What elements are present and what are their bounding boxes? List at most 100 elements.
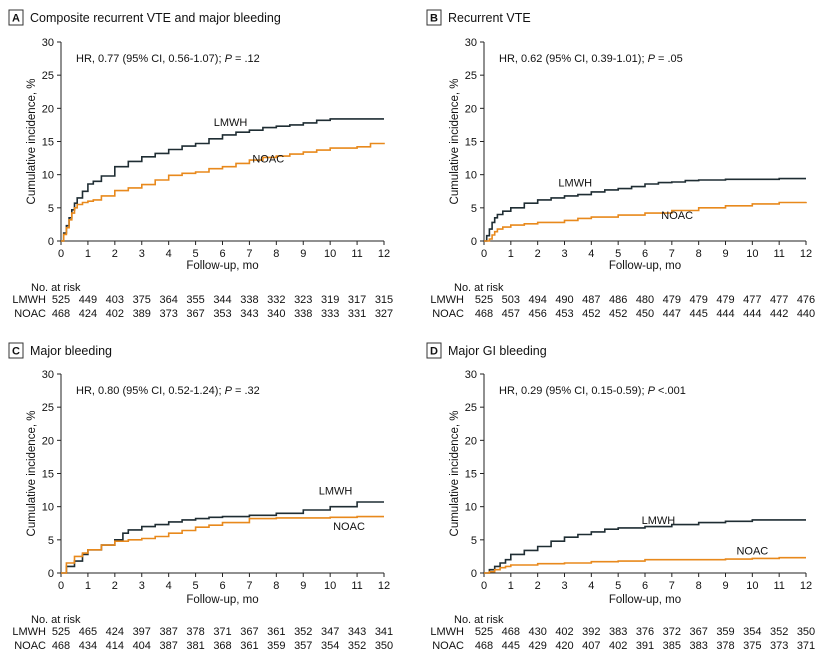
risk-value: 367 <box>689 626 707 638</box>
series-line-noac <box>484 556 806 574</box>
risk-row-label: LMWH <box>12 626 46 638</box>
hr-text: HR, 0.62 (95% CI, 0.39-1.01); <box>499 53 648 65</box>
risk-value: 391 <box>636 640 654 652</box>
risk-value: 372 <box>663 626 681 638</box>
risk-value: 319 <box>321 294 339 306</box>
series-line-noac <box>61 142 385 242</box>
panel-a: A Composite recurrent VTE and major bleed… <box>8 9 393 320</box>
risk-value: 343 <box>240 308 258 320</box>
risk-value: 452 <box>582 308 600 320</box>
p-value: = .32 <box>232 385 260 397</box>
series-line-lmwh <box>484 519 806 574</box>
panel-badge <box>426 9 442 26</box>
risk-value: 389 <box>133 308 151 320</box>
risk-value: 361 <box>267 626 285 638</box>
x-tick-label: 2 <box>535 248 541 260</box>
series-line-lmwh <box>484 177 806 242</box>
risk-value: 402 <box>555 626 573 638</box>
x-tick-label: 5 <box>615 248 621 260</box>
risk-value: 479 <box>689 294 707 306</box>
x-tick-label: 7 <box>669 248 675 260</box>
risk-value: 402 <box>106 308 124 320</box>
risk-value: 367 <box>240 626 258 638</box>
x-tick-label: 9 <box>722 580 728 592</box>
risk-value: 355 <box>186 294 204 306</box>
risk-value: 378 <box>186 626 204 638</box>
x-tick-label: 1 <box>508 248 514 260</box>
x-tick-label: 4 <box>588 248 594 260</box>
panel-title: Composite recurrent VTE and major bleedi… <box>30 11 281 25</box>
risk-value: 385 <box>663 640 681 652</box>
y-tick-label: 30 <box>465 37 477 49</box>
p-value: <.001 <box>655 385 686 397</box>
risk-value: 525 <box>475 626 493 638</box>
series-line-noac <box>484 201 807 242</box>
y-tick-label: 0 <box>471 568 477 580</box>
risk-value: 352 <box>348 640 366 652</box>
risk-value: 317 <box>348 294 366 306</box>
risk-value: 444 <box>716 308 734 320</box>
y-tick-label: 20 <box>42 103 54 115</box>
risk-value: 364 <box>159 294 177 306</box>
series-label-noac: NOAC <box>736 545 768 557</box>
x-tick-label: 7 <box>246 580 252 592</box>
risk-value: 468 <box>52 640 70 652</box>
x-tick-label: 10 <box>746 580 758 592</box>
risk-row-label: LMWH <box>430 626 464 638</box>
risk-value: 457 <box>502 308 520 320</box>
risk-value: 340 <box>267 308 285 320</box>
hr-annotation: HR, 0.77 (95% CI, 0.56-1.07); P = .12 <box>76 53 260 65</box>
panel-letter: B <box>430 13 438 25</box>
risk-value: 449 <box>79 294 97 306</box>
risk-value: 354 <box>321 640 339 652</box>
panel-letter: A <box>12 13 20 25</box>
risk-value: 367 <box>186 308 204 320</box>
risk-row-label: NOAC <box>14 640 46 652</box>
y-tick-label: 0 <box>471 236 477 248</box>
risk-table-title: No. at risk <box>454 614 504 626</box>
x-tick-label: 2 <box>535 580 541 592</box>
risk-value: 453 <box>555 308 573 320</box>
x-tick-label: 0 <box>58 248 64 260</box>
risk-value: 442 <box>770 308 788 320</box>
y-tick-label: 25 <box>465 402 477 414</box>
risk-value: 414 <box>106 640 124 652</box>
risk-value: 525 <box>52 626 70 638</box>
y-tick-label: 25 <box>42 402 54 414</box>
risk-value: 445 <box>689 308 707 320</box>
y-tick-label: 5 <box>471 203 477 215</box>
risk-value: 404 <box>133 640 151 652</box>
risk-table-title: No. at risk <box>31 614 81 626</box>
risk-value: 480 <box>636 294 654 306</box>
x-tick-label: 1 <box>508 580 514 592</box>
series-line-lmwh <box>61 501 384 574</box>
x-tick-label: 12 <box>800 248 812 260</box>
risk-value: 338 <box>240 294 258 306</box>
risk-value: 468 <box>52 308 70 320</box>
risk-value: 420 <box>555 640 573 652</box>
panel-badge <box>8 342 24 359</box>
x-tick-label: 1 <box>85 580 91 592</box>
x-tick-label: 8 <box>696 248 702 260</box>
risk-value: 352 <box>294 626 312 638</box>
hr-text: HR, 0.77 (95% CI, 0.56-1.07); <box>76 53 225 65</box>
series-label-lmwh: LMWH <box>558 178 592 190</box>
risk-value: 354 <box>743 626 761 638</box>
y-tick-label: 0 <box>48 568 54 580</box>
hr-text: HR, 0.80 (95% CI, 0.52-1.24); <box>76 385 225 397</box>
y-tick-label: 30 <box>42 37 54 49</box>
x-tick-label: 7 <box>669 580 675 592</box>
x-tick-label: 11 <box>351 580 362 592</box>
risk-value: 383 <box>609 626 627 638</box>
x-tick-label: 9 <box>300 248 306 260</box>
risk-value: 371 <box>797 640 815 652</box>
x-axis-label: Follow-up, mo <box>609 594 681 606</box>
y-tick-label: 10 <box>465 170 477 182</box>
x-tick-label: 11 <box>351 248 362 260</box>
x-tick-label: 10 <box>324 580 336 592</box>
risk-value: 383 <box>689 640 707 652</box>
risk-value: 387 <box>159 626 177 638</box>
risk-value: 477 <box>743 294 761 306</box>
